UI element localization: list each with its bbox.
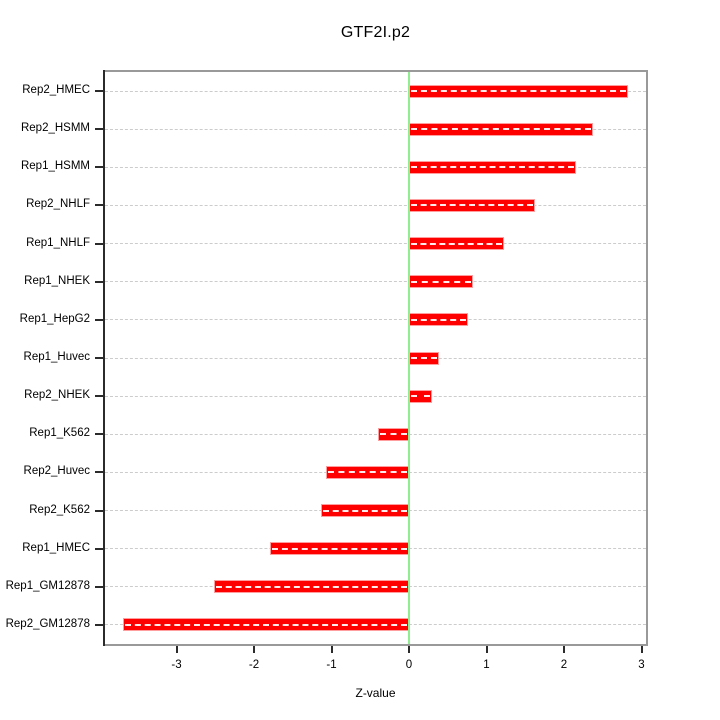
y-axis-category-label: Rep1_K562	[29, 427, 90, 440]
bar-inner-dashes	[411, 280, 471, 283]
y-axis-tick	[95, 395, 103, 398]
bar-Rep2_Huvec	[326, 465, 409, 479]
y-axis-tick	[95, 280, 103, 283]
y-axis-tick	[95, 128, 103, 131]
x-axis-tick	[330, 646, 333, 653]
bar-Rep2_HSMM	[409, 122, 593, 136]
y-axis-category-label: Rep2_HSMM	[20, 122, 90, 135]
category-gridline	[105, 281, 646, 283]
bar-Rep1_HSMM	[409, 160, 577, 174]
y-axis-tick	[95, 471, 103, 474]
x-axis-tick-label: -3	[171, 659, 182, 671]
x-axis-tick-label: 1	[483, 659, 490, 671]
y-axis-category-label: Rep1_HSMM	[20, 160, 90, 173]
bar-inner-dashes	[411, 357, 438, 359]
y-axis-tick	[95, 509, 103, 512]
y-axis-tick	[95, 90, 103, 93]
category-gridline	[105, 90, 646, 92]
y-axis-category-label: Rep2_NHEK	[24, 389, 90, 402]
bar-inner-dashes	[411, 166, 575, 169]
y-axis-category-label: Rep2_K562	[29, 503, 90, 516]
bar-inner-dashes	[272, 547, 407, 550]
chart-title: GTF2I.p2	[340, 24, 411, 41]
category-gridline	[105, 166, 646, 168]
bar-Rep1_NHLF	[409, 237, 504, 251]
bar-inner-dashes	[411, 90, 626, 93]
bar-inner-dashes	[380, 433, 407, 436]
y-axis-category-label: Rep1_NHEK	[24, 274, 90, 287]
category-gridline	[105, 204, 646, 206]
x-axis-tick-label: -2	[248, 659, 260, 671]
bar-Rep2_NHEK	[409, 389, 433, 403]
category-gridline	[105, 319, 646, 321]
x-axis-tick	[253, 646, 255, 653]
bar-inner-dashes	[411, 204, 534, 207]
y-axis-tick	[95, 433, 103, 436]
y-axis-category-label: Rep1_HMEC	[22, 541, 90, 554]
x-axis-tick-label: 2	[560, 659, 568, 671]
bar-Rep1_GM12878	[214, 580, 409, 594]
bar-inner-dashes	[125, 623, 407, 626]
y-axis-category-label: Rep2_GM12878	[5, 617, 90, 630]
bar-Rep2_GM12878	[123, 618, 409, 632]
x-axis-tick	[408, 646, 410, 653]
bar-Rep2_NHLF	[409, 198, 536, 212]
x-axis-tick-label: -1	[326, 659, 337, 671]
bar-inner-dashes	[411, 242, 502, 245]
y-axis-category-label: Rep1_GM12878	[5, 579, 90, 592]
y-axis-category-label: Rep1_Huvec	[23, 351, 90, 363]
y-axis-tick	[95, 547, 103, 550]
x-axis-title: Z-value	[355, 686, 396, 700]
y-axis-category-label: Rep1_HepG2	[19, 312, 90, 325]
category-gridline	[105, 243, 646, 245]
category-gridline	[105, 357, 646, 359]
bar-Rep1_Huvec	[409, 351, 440, 365]
bar-inner-dashes	[322, 509, 407, 512]
y-axis-tick	[95, 585, 103, 588]
y-axis-tick	[95, 242, 103, 245]
y-axis-category-label: Rep2_HMEC	[22, 84, 90, 97]
bar-Rep1_HMEC	[270, 542, 409, 556]
y-axis-tick	[95, 204, 103, 207]
y-axis-category-label: Rep2_NHLF	[26, 198, 90, 211]
category-gridline	[105, 128, 646, 130]
x-axis-tick-label: 0	[405, 659, 413, 671]
bar-Rep2_HMEC	[409, 84, 628, 98]
bar-Rep1_NHEK	[409, 275, 473, 289]
y-axis-tick	[95, 318, 103, 321]
y-axis-tick	[95, 623, 103, 626]
x-axis-tick	[485, 646, 488, 653]
x-axis-tick	[640, 646, 643, 653]
zero-reference-line	[408, 72, 410, 644]
bar-inner-dashes	[411, 318, 466, 321]
category-gridline	[105, 433, 646, 435]
x-axis-tick	[563, 646, 565, 653]
bar-Rep1_HepG2	[409, 313, 468, 327]
y-axis-tick	[95, 357, 103, 359]
bar-inner-dashes	[411, 395, 431, 398]
y-axis-tick	[95, 166, 103, 169]
x-axis-tick-label: 3	[638, 659, 645, 671]
y-axis-category-label: Rep2_Huvec	[23, 465, 90, 478]
bar-Rep1_K562	[378, 427, 409, 441]
y-axis-line	[103, 70, 105, 646]
bar-inner-dashes	[216, 585, 407, 588]
category-gridline	[105, 395, 646, 397]
bar-inner-dashes	[328, 471, 407, 474]
bar-Rep2_K562	[320, 504, 409, 518]
x-axis-tick	[175, 646, 178, 653]
y-axis-category-label: Rep1_NHLF	[26, 236, 90, 249]
bar-inner-dashes	[411, 128, 591, 131]
